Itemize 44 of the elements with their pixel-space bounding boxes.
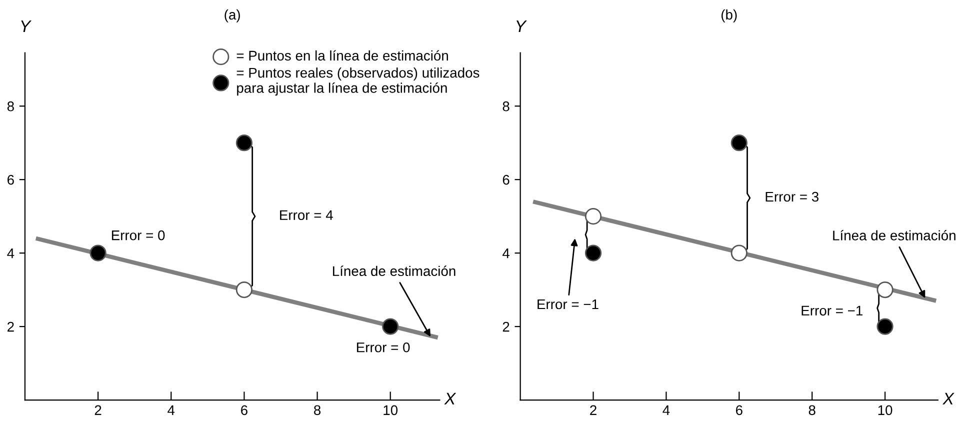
point [730,244,748,262]
y-axis-title: Y [516,20,527,32]
x-tick-label: 2 [94,405,102,415]
point [236,281,252,298]
annotation: Error = 0 [356,342,410,352]
legend-label: = Puntos reales (observados) utilizados para ajustar la línea de estimación [236,68,480,96]
y-tick-label: 8 [7,101,14,112]
point [876,318,894,335]
x-tick-label: 8 [314,405,321,416]
annotation: Línea de estimación [833,230,956,240]
x-tick-label: 2 [590,405,596,415]
x-tick-label: 10 [384,405,398,416]
annotation: Línea de estimación [332,266,456,276]
x-axis-title: X [942,392,954,404]
chart-title: (b) [721,9,737,22]
y-tick-label: 8 [502,101,510,112]
x-tick-label: 4 [662,405,670,415]
annotation: Error = 3 [766,192,818,202]
x-tick-label: 6 [736,405,742,416]
annotation: Error = −1 [538,299,598,310]
legend-label: = Puntos en la línea de estimación [236,50,448,61]
y-tick-label: 4 [502,248,510,258]
x-tick-label: 6 [241,405,248,416]
point [876,281,894,298]
point [382,318,399,335]
point [584,244,602,262]
y-tick-label: 6 [502,174,510,185]
y-tick-label: 4 [7,248,14,258]
x-tick-label: 4 [168,405,175,415]
y-tick-label: 2 [502,322,510,332]
y-tick-label: 2 [8,322,14,332]
point [236,134,252,152]
x-axis-title: X [444,392,456,404]
annotation: Error = −1 [802,306,862,316]
x-tick-label: 10 [878,405,892,416]
y-tick-label: 6 [8,174,14,185]
point [584,208,602,225]
chart-title: (a) [224,9,240,22]
annotation: Error = 0 [112,230,165,240]
x-tick-label: 8 [808,405,816,416]
annotation: Error = 4 [280,210,333,220]
point [730,134,748,152]
y-axis-title: Y [21,20,32,32]
point [90,244,106,262]
